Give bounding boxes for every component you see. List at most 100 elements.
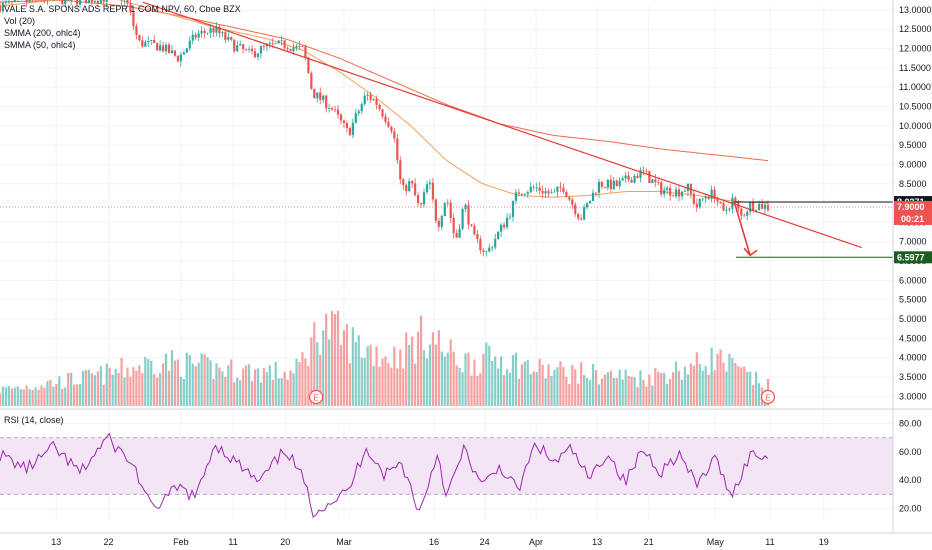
candle-body bbox=[357, 111, 360, 114]
volume-bar bbox=[108, 367, 111, 406]
candle-body bbox=[215, 26, 218, 33]
volume-bar bbox=[594, 370, 598, 406]
time-tick-label: 21 bbox=[644, 537, 654, 547]
candle-body bbox=[182, 52, 185, 55]
drawing-layer[interactable] bbox=[0, 1, 893, 258]
volume-bar bbox=[336, 310, 340, 406]
current-price-tag: 7.9000 bbox=[897, 202, 925, 212]
price-tick-label: 5.5000 bbox=[899, 295, 927, 305]
candle-body bbox=[586, 203, 589, 208]
earnings-marker[interactable] bbox=[309, 389, 324, 405]
smma50-legend[interactable]: SMMA (50, ohlc4) bbox=[4, 40, 76, 50]
candle-body bbox=[434, 199, 437, 221]
time-tick-label: 11 bbox=[228, 537, 237, 547]
volume-bar bbox=[707, 374, 710, 406]
volume-bar bbox=[431, 332, 435, 406]
candle-body bbox=[179, 54, 182, 62]
candle-body bbox=[224, 32, 227, 40]
candle-body bbox=[411, 181, 414, 184]
candle-body bbox=[514, 192, 518, 201]
volume-bar bbox=[375, 346, 378, 406]
volume-bar bbox=[559, 361, 562, 406]
candle-body bbox=[363, 95, 366, 105]
candle-body bbox=[505, 217, 509, 228]
volume-bar bbox=[185, 352, 188, 406]
candle-body bbox=[203, 30, 206, 34]
target-price-tag-bg bbox=[894, 251, 932, 264]
candle-body bbox=[227, 36, 230, 40]
candle-body bbox=[333, 109, 337, 111]
volume-bar bbox=[674, 361, 678, 406]
volume-bar bbox=[262, 368, 266, 406]
candle-body bbox=[565, 191, 568, 198]
volume-bar bbox=[75, 384, 79, 406]
candle-body bbox=[526, 192, 529, 195]
volume-bar bbox=[597, 384, 601, 406]
candle-body bbox=[153, 39, 156, 44]
candle-body bbox=[402, 179, 405, 185]
volume-bar bbox=[1, 386, 5, 406]
volume-bar bbox=[476, 375, 479, 406]
candle-body bbox=[562, 187, 565, 192]
candle-body bbox=[574, 204, 577, 214]
volume-legend[interactable]: Vol (20) bbox=[4, 16, 36, 26]
volume-bar bbox=[330, 311, 334, 406]
volume-bar bbox=[369, 344, 372, 406]
earnings-marker[interactable] bbox=[760, 389, 776, 405]
volume-bar bbox=[689, 363, 692, 406]
volume-bar bbox=[40, 385, 43, 406]
candle-body bbox=[559, 186, 562, 188]
volume-bar bbox=[402, 368, 405, 406]
volume-bar bbox=[348, 363, 351, 406]
candle-body bbox=[170, 50, 174, 54]
volume-bar bbox=[408, 345, 411, 406]
candle-body bbox=[416, 195, 420, 204]
volume-bar bbox=[87, 369, 91, 406]
candle-body bbox=[583, 207, 586, 220]
volume-bar bbox=[16, 386, 19, 406]
time-tick-label: 13 bbox=[592, 537, 602, 547]
candle-body bbox=[369, 94, 372, 100]
candle-body bbox=[253, 51, 257, 58]
smma200-legend[interactable]: SMMA (200, ohlc4) bbox=[4, 28, 81, 38]
candle-body bbox=[132, 12, 135, 27]
candle-body bbox=[167, 44, 171, 54]
volume-bar bbox=[627, 375, 630, 406]
volume-bar bbox=[458, 367, 461, 406]
volume-bar bbox=[67, 373, 70, 406]
volume-bar bbox=[701, 370, 704, 406]
volume-bar bbox=[740, 367, 743, 406]
volume-bar bbox=[173, 360, 177, 406]
volume-bar bbox=[455, 365, 458, 406]
candle-body bbox=[135, 26, 138, 36]
candle-body bbox=[597, 181, 601, 193]
candle-body bbox=[577, 213, 580, 219]
symbol-legend[interactable]: VALE S.A. SPONS ADS REPR 1 COM NPV, 60, … bbox=[4, 4, 241, 14]
candle-body bbox=[286, 48, 289, 50]
candle-body bbox=[176, 55, 180, 62]
volume-bar bbox=[7, 386, 10, 406]
candle-body bbox=[274, 43, 277, 45]
candle-body bbox=[295, 45, 298, 48]
volume-bar bbox=[473, 359, 476, 406]
price-tick-label: 10.5000 bbox=[899, 101, 932, 111]
volume-bar bbox=[405, 332, 408, 406]
candle-body bbox=[345, 123, 349, 129]
volume-bar bbox=[274, 362, 277, 406]
volume-bar bbox=[135, 370, 138, 406]
volume-bar bbox=[191, 363, 194, 406]
price-tick-label: 13.0000 bbox=[899, 5, 932, 15]
candle-body bbox=[710, 189, 713, 199]
candle-body bbox=[470, 224, 473, 226]
volume-bar bbox=[731, 358, 734, 406]
candle-body bbox=[87, 0, 91, 4]
candle-body bbox=[0, 6, 2, 12]
candle-body bbox=[144, 42, 147, 47]
candle-body bbox=[150, 39, 153, 41]
volume-bar bbox=[482, 353, 485, 406]
volume-bar bbox=[64, 387, 67, 406]
rsi-legend[interactable]: RSI (14, close) bbox=[4, 415, 64, 425]
volume-bar bbox=[283, 371, 286, 406]
